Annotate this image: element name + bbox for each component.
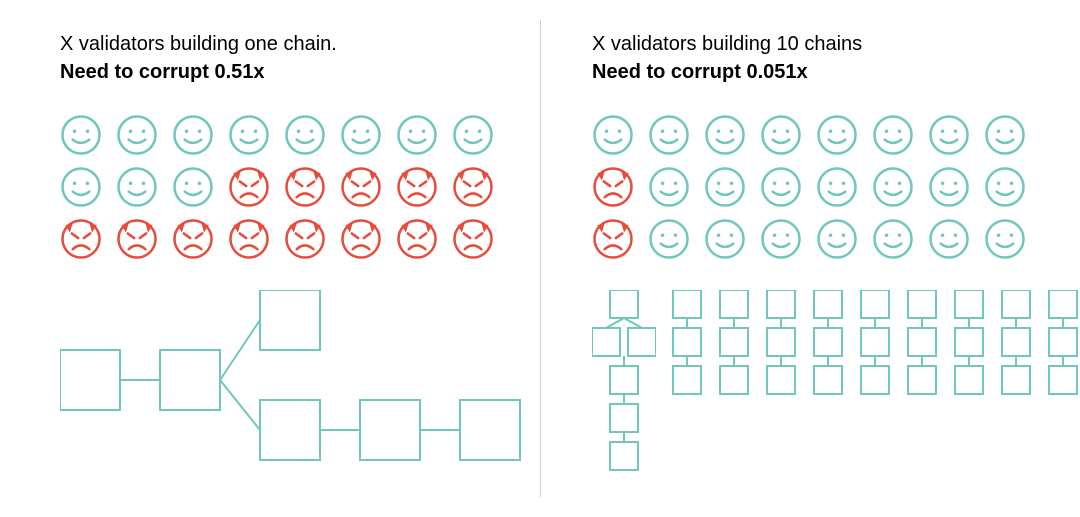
- bad-face-icon: [340, 218, 382, 260]
- left-panel: X validators building one chain. Need to…: [0, 0, 552, 517]
- good-face-icon: [928, 218, 970, 260]
- right-line1: X validators building 10 chains: [592, 30, 1079, 58]
- good-face-icon: [592, 114, 634, 156]
- chain-column: [906, 290, 938, 396]
- fork-chain-svg: [60, 290, 522, 462]
- chain-column: [592, 290, 656, 472]
- bad-face-icon: [116, 218, 158, 260]
- face-row: [60, 166, 522, 208]
- good-face-icon: [648, 166, 690, 208]
- good-face-icon: [760, 218, 802, 260]
- panel-divider: [540, 20, 541, 497]
- good-face-icon: [704, 218, 746, 260]
- good-face-icon: [60, 114, 102, 156]
- good-face-icon: [116, 114, 158, 156]
- good-face-icon: [60, 166, 102, 208]
- left-faces-grid: [60, 114, 522, 260]
- good-face-icon: [704, 114, 746, 156]
- good-face-icon: [928, 166, 970, 208]
- good-face-icon: [116, 166, 158, 208]
- good-face-icon: [452, 114, 494, 156]
- bad-face-icon: [452, 218, 494, 260]
- chain-column: [671, 290, 703, 396]
- bad-face-icon: [60, 218, 102, 260]
- good-face-icon: [340, 114, 382, 156]
- bad-face-icon: [284, 218, 326, 260]
- good-face-icon: [172, 114, 214, 156]
- bad-face-icon: [592, 166, 634, 208]
- bad-face-icon: [340, 166, 382, 208]
- good-face-icon: [284, 114, 326, 156]
- good-face-icon: [704, 166, 746, 208]
- good-face-icon: [396, 114, 438, 156]
- left-chain-diagram: [60, 290, 522, 462]
- good-face-icon: [228, 114, 270, 156]
- bad-face-icon: [396, 218, 438, 260]
- right-heading: X validators building 10 chains Need to …: [592, 30, 1079, 86]
- good-face-icon: [648, 218, 690, 260]
- bad-face-icon: [172, 218, 214, 260]
- face-row: [592, 114, 1079, 156]
- good-face-icon: [760, 114, 802, 156]
- left-line2: Need to corrupt 0.51x: [60, 58, 522, 86]
- good-face-icon: [816, 218, 858, 260]
- good-face-icon: [760, 166, 802, 208]
- bad-face-icon: [396, 166, 438, 208]
- good-face-icon: [172, 166, 214, 208]
- face-row: [60, 114, 522, 156]
- chain-column: [718, 290, 750, 396]
- chain-column: [953, 290, 985, 396]
- good-face-icon: [928, 114, 970, 156]
- bad-face-icon: [592, 218, 634, 260]
- good-face-icon: [816, 166, 858, 208]
- good-face-icon: [872, 114, 914, 156]
- good-face-icon: [872, 166, 914, 208]
- good-face-icon: [872, 218, 914, 260]
- left-heading: X validators building one chain. Need to…: [60, 30, 522, 86]
- left-line1: X validators building one chain.: [60, 30, 522, 58]
- good-face-icon: [984, 114, 1026, 156]
- chain-column: [1000, 290, 1032, 396]
- bad-face-icon: [452, 166, 494, 208]
- chain-column: [765, 290, 797, 396]
- right-faces-grid: [592, 114, 1079, 260]
- face-row: [60, 218, 522, 260]
- chain-column: [812, 290, 844, 396]
- bad-face-icon: [228, 166, 270, 208]
- chain-column: [859, 290, 891, 396]
- chain-column: [1047, 290, 1079, 396]
- good-face-icon: [984, 166, 1026, 208]
- face-row: [592, 166, 1079, 208]
- good-face-icon: [648, 114, 690, 156]
- good-face-icon: [984, 218, 1026, 260]
- bad-face-icon: [284, 166, 326, 208]
- bad-face-icon: [228, 218, 270, 260]
- face-row: [592, 218, 1079, 260]
- right-chains-diagram: [592, 290, 1079, 472]
- good-face-icon: [816, 114, 858, 156]
- right-line2: Need to corrupt 0.051x: [592, 58, 1079, 86]
- right-panel: X validators building 10 chains Need to …: [552, 0, 1080, 517]
